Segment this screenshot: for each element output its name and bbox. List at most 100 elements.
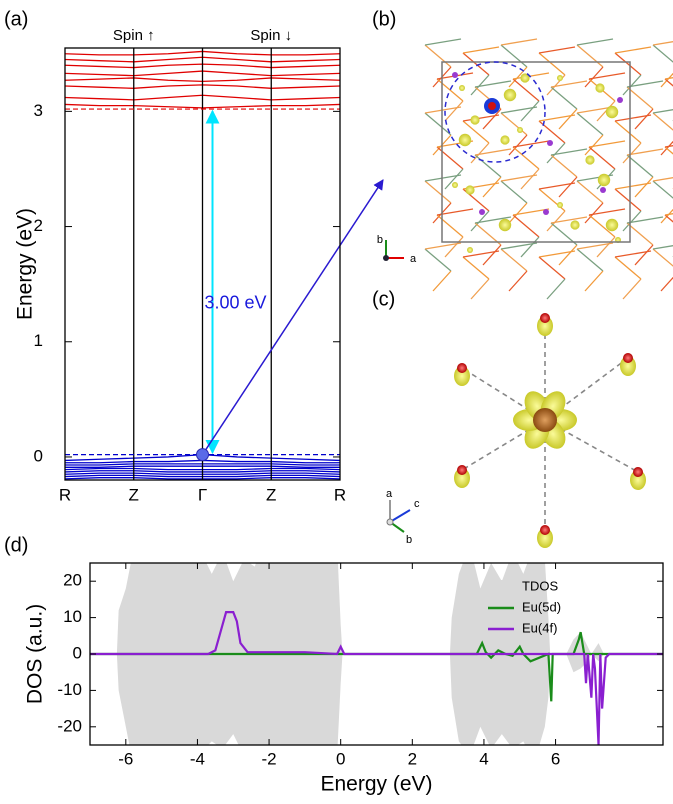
- bond: [538, 250, 576, 258]
- isosurface: [465, 185, 475, 195]
- bond: [588, 208, 626, 216]
- o-atom: [540, 525, 550, 535]
- x-tick-label: -2: [262, 749, 277, 768]
- bond: [622, 142, 642, 164]
- bond: [652, 41, 673, 46]
- x-tick-label: Z: [129, 485, 139, 504]
- eu-atom: [488, 102, 496, 110]
- bond: [424, 106, 462, 114]
- bond: [461, 367, 546, 421]
- bond: [436, 78, 464, 102]
- x-axis-label: Energy (eV): [320, 773, 432, 796]
- bond: [652, 109, 673, 114]
- bond: [614, 256, 642, 280]
- bond: [512, 140, 550, 148]
- isosurface: [498, 218, 512, 232]
- bond: [538, 114, 576, 122]
- bond: [436, 214, 464, 238]
- axis-letter: c: [414, 498, 420, 510]
- bond: [584, 66, 604, 88]
- bond: [626, 148, 664, 156]
- legend-label: Eu(5d): [522, 599, 561, 614]
- bond: [424, 242, 462, 250]
- bond: [462, 256, 490, 280]
- o-atom: [457, 363, 467, 373]
- legend-label: Eu(4f): [522, 620, 557, 635]
- panel-label: (b): [372, 8, 396, 30]
- bond: [622, 210, 642, 232]
- eu-site: [479, 209, 485, 215]
- bond: [461, 419, 546, 471]
- axis-letter: a: [410, 253, 417, 265]
- y-tick-label: 20: [63, 571, 82, 590]
- isosurface: [452, 182, 458, 188]
- bond: [444, 100, 464, 122]
- o-atom: [623, 353, 633, 363]
- bond: [652, 248, 673, 267]
- bond: [588, 140, 626, 148]
- y-tick-label: -20: [57, 716, 82, 735]
- panel-label: (a): [4, 8, 28, 30]
- isosurface: [500, 135, 510, 145]
- dos-area: [90, 563, 663, 654]
- panel-label: (d): [4, 534, 28, 556]
- bond: [664, 214, 673, 223]
- isosurface: [517, 127, 523, 133]
- bond: [576, 44, 604, 68]
- y-axis-label: DOS (a.u.): [24, 604, 47, 704]
- bond: [470, 210, 490, 232]
- bond: [634, 176, 654, 198]
- eu-site: [547, 140, 553, 146]
- bond: [664, 77, 673, 80]
- bond: [482, 244, 502, 266]
- bond: [508, 134, 528, 156]
- bond: [512, 208, 550, 216]
- isosurface: [585, 155, 595, 165]
- bond: [558, 108, 578, 130]
- bond: [664, 145, 673, 148]
- bond: [500, 242, 538, 250]
- isosurface: [570, 220, 580, 230]
- bond: [474, 148, 512, 156]
- bond: [482, 176, 502, 198]
- isosurface: [459, 85, 465, 91]
- eu-site: [452, 72, 458, 78]
- x-tick-label: R: [59, 485, 71, 504]
- compass-c: a c b: [386, 488, 420, 546]
- x-tick-label: -4: [190, 749, 205, 768]
- bond: [626, 86, 654, 110]
- legend-label: TDOS: [522, 578, 558, 593]
- eu-site: [600, 187, 606, 193]
- unit-cell: [441, 61, 631, 243]
- o-atom: [633, 467, 643, 477]
- axis-letter: b: [377, 234, 383, 246]
- structure-b: (b) b a: [372, 8, 673, 300]
- x-tick-label: Z: [266, 485, 276, 504]
- bond: [508, 66, 528, 88]
- bond: [512, 72, 550, 80]
- isosurface: [605, 105, 619, 119]
- spin-label: Spin ↓: [250, 27, 292, 44]
- bond: [424, 38, 462, 46]
- x-tick-label: R: [334, 485, 346, 504]
- bond: [576, 112, 604, 136]
- bond: [538, 182, 576, 190]
- y-tick-label: 10: [63, 607, 82, 626]
- bond: [424, 174, 462, 182]
- bond: [550, 80, 588, 88]
- x-tick-label: Γ: [198, 485, 207, 504]
- bond: [500, 112, 528, 136]
- isosurface: [470, 115, 480, 125]
- bond: [550, 154, 578, 178]
- axis-letter: a: [386, 488, 393, 500]
- bond: [444, 168, 464, 190]
- bond: [614, 52, 642, 76]
- bond: [626, 222, 654, 246]
- bond: [588, 72, 626, 80]
- bond: [512, 214, 540, 238]
- bond: [576, 106, 614, 114]
- bond: [436, 146, 464, 170]
- bond: [634, 244, 654, 266]
- bond: [614, 250, 652, 258]
